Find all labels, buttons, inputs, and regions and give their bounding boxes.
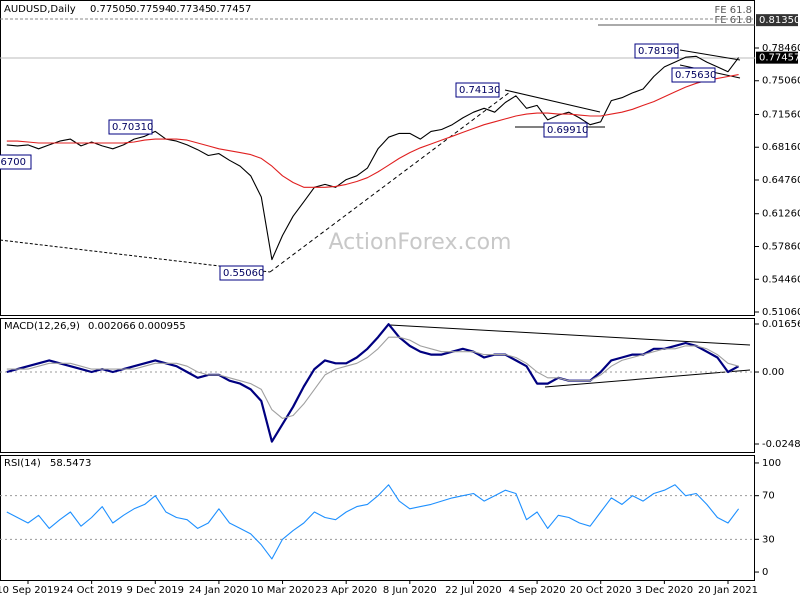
trendline	[389, 324, 751, 346]
y-tick-label: 0.78460	[762, 43, 800, 54]
y-tick-label: 0.75060	[762, 76, 800, 87]
macd-readout: 0.002066	[88, 321, 136, 332]
x-tick-label: 4 Sep 2020	[509, 585, 566, 596]
ohlc-close: 0.77457	[210, 4, 251, 15]
price-tag-label: 0.77457	[759, 53, 800, 64]
annotation-box	[108, 119, 153, 135]
y-tick-label: 0.71560	[762, 109, 800, 120]
x-tick-label: 10 Mar 2020	[251, 585, 314, 596]
ohlc-high: 0.77594	[130, 4, 171, 15]
annotation-box	[455, 82, 500, 98]
x-tick-label: 23 Apr 2020	[315, 585, 377, 596]
series-line	[6, 74, 739, 188]
x-tick-label: 24 Oct 2019	[61, 585, 123, 596]
y-tick-label: 0.54460	[762, 274, 800, 285]
signal-readout: 0.000955	[138, 321, 186, 332]
rsi-title: RSI(14)	[4, 458, 41, 469]
fib-label: FE 61.8	[714, 5, 752, 16]
series-line	[6, 336, 739, 419]
y-tick-label: 0.64760	[762, 175, 800, 186]
macd-panel	[0, 318, 755, 453]
annotation: 0.78190	[638, 46, 679, 57]
watermark: ActionForex.com	[329, 230, 512, 255]
y-tick-label: -0.02484	[762, 439, 800, 450]
x-tick-label: 24 Jan 2020	[189, 585, 249, 596]
x-tick-label: 9 Dec 2019	[127, 585, 185, 596]
ohlc-low: 0.77345	[170, 4, 211, 15]
annotation: 0.75630	[675, 70, 716, 81]
trendline	[544, 369, 751, 388]
x-tick-label: 22 Jul 2020	[445, 585, 502, 596]
series-line	[6, 484, 740, 560]
y-tick-label: 0.00	[762, 367, 784, 378]
x-tick-label: 8 Jun 2020	[383, 585, 437, 596]
series-line	[6, 323, 740, 443]
ohlc-open: 0.77505	[90, 4, 131, 15]
x-tick-label: 20 Oct 2020	[570, 585, 632, 596]
annotation-box	[0, 154, 32, 170]
annotation-box	[634, 43, 679, 59]
rsi-panel	[0, 455, 755, 581]
macd-title: MACD(12,26,9)	[4, 321, 80, 332]
annotation-box	[671, 67, 716, 83]
price-tag-label: 0.81350	[759, 15, 800, 26]
y-tick-label: 30	[762, 534, 775, 545]
annotation: 0.55060	[223, 268, 264, 279]
x-tick-label: 10 Sep 2019	[0, 585, 60, 596]
trendlines	[0, 49, 751, 388]
price-tag	[756, 51, 798, 64]
y-tick-label: 0	[762, 567, 768, 578]
y-tick-label: 0.016567	[762, 319, 800, 330]
x-tick-label: 20 Jan 2021	[698, 585, 758, 596]
y-tick-label: 0.61260	[762, 209, 800, 220]
price-tag	[756, 14, 798, 27]
annotation: 0.69910	[547, 125, 588, 136]
annotation: 0.74130	[459, 85, 500, 96]
y-tick-label: 70	[762, 491, 775, 502]
symbol-title: AUDUSD,Daily	[4, 4, 76, 15]
fib-label: FE 61.8	[714, 15, 752, 26]
rsi-readout: 58.5473	[50, 458, 91, 469]
x-tick-label: 3 Dec 2020	[636, 585, 694, 596]
y-tick-label: 100	[762, 458, 781, 469]
trendline	[504, 89, 601, 113]
trendline	[679, 49, 741, 61]
y-tick-label: 0.57860	[762, 241, 800, 252]
y-tick-label: 0.68160	[762, 142, 800, 153]
annotation: 0.6700	[0, 157, 26, 168]
y-tick-label: 0.51060	[762, 307, 800, 318]
annotation: 0.70310	[112, 122, 153, 133]
annotation-box	[543, 122, 588, 138]
annotation-box	[219, 265, 264, 281]
trendline	[269, 91, 511, 273]
